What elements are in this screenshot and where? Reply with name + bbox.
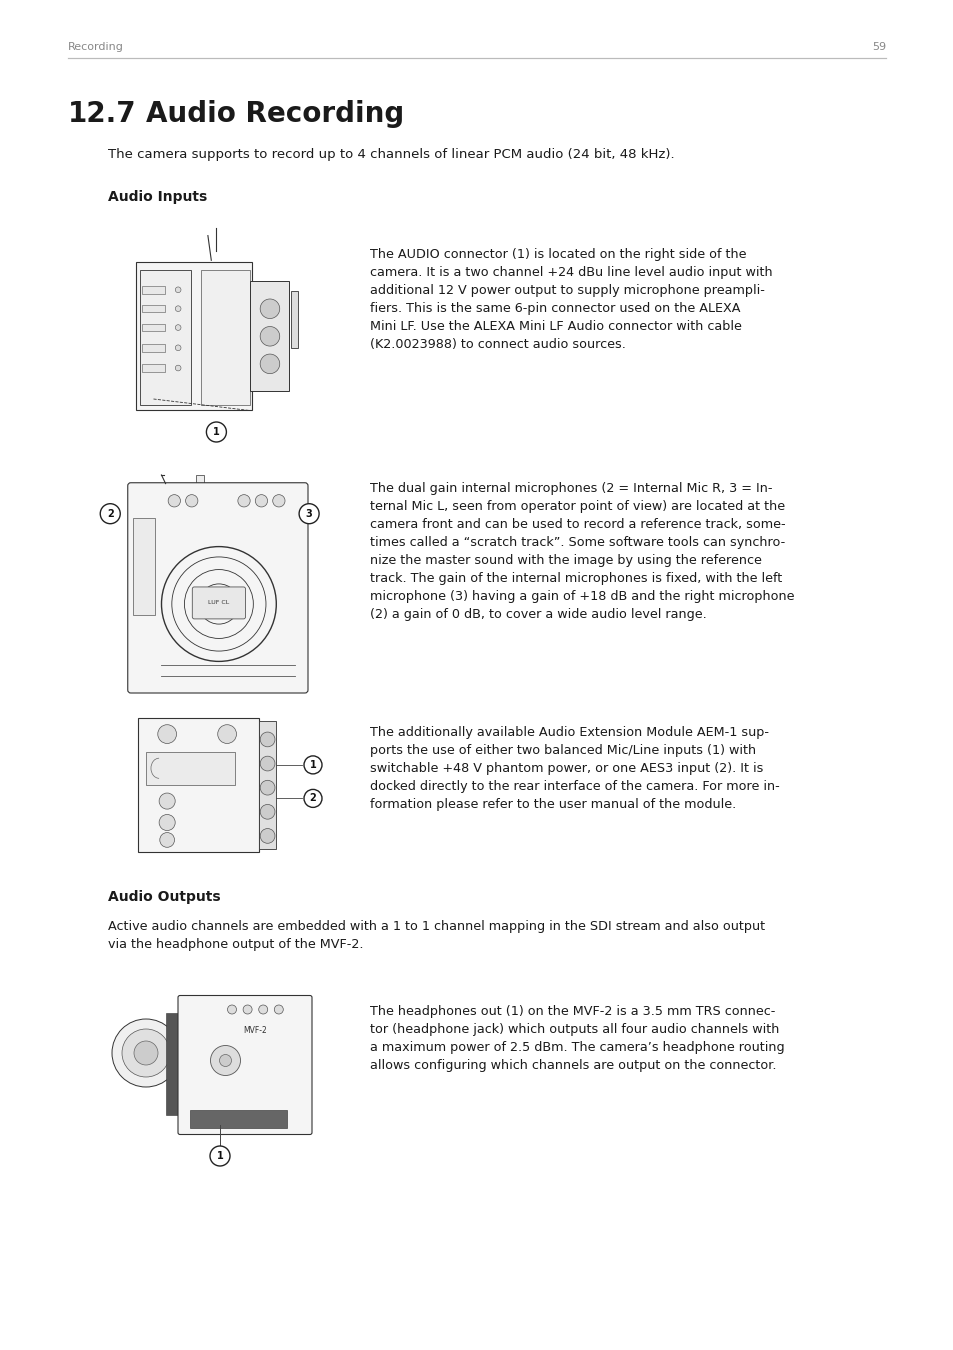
Bar: [146, 752, 235, 784]
Circle shape: [260, 298, 279, 319]
Bar: [142, 286, 165, 293]
Circle shape: [217, 725, 236, 744]
Bar: [190, 1110, 287, 1129]
Bar: [142, 344, 165, 351]
Circle shape: [159, 792, 175, 809]
Circle shape: [260, 327, 279, 346]
Bar: [140, 270, 191, 405]
Circle shape: [112, 1019, 180, 1087]
Circle shape: [186, 494, 197, 508]
Text: Audio Inputs: Audio Inputs: [108, 190, 207, 204]
Text: The additionally available Audio Extension Module AEM-1 sup-
ports the use of ei: The additionally available Audio Extensi…: [370, 726, 779, 811]
Circle shape: [260, 732, 274, 747]
Bar: [138, 718, 259, 852]
Circle shape: [175, 346, 181, 351]
FancyBboxPatch shape: [193, 587, 245, 618]
Circle shape: [219, 1054, 232, 1067]
Text: Recording: Recording: [68, 42, 124, 53]
Text: The dual gain internal microphones (2 = Internal Mic R, 3 = In-
ternal Mic L, se: The dual gain internal microphones (2 = …: [370, 482, 794, 621]
Text: 12.7: 12.7: [68, 100, 136, 128]
Circle shape: [175, 325, 181, 331]
Bar: [142, 364, 165, 371]
Circle shape: [175, 288, 181, 293]
Circle shape: [133, 1041, 158, 1065]
Circle shape: [243, 1004, 252, 1014]
Text: MVF-2: MVF-2: [243, 1026, 267, 1035]
Text: 1: 1: [216, 1152, 223, 1161]
Bar: [142, 324, 165, 331]
Bar: [196, 475, 203, 487]
Circle shape: [211, 1045, 240, 1076]
Text: Audio Outputs: Audio Outputs: [108, 890, 220, 905]
Circle shape: [274, 1004, 283, 1014]
Circle shape: [273, 494, 285, 508]
Circle shape: [175, 306, 181, 312]
Text: Audio Recording: Audio Recording: [146, 100, 404, 128]
Circle shape: [258, 1004, 268, 1014]
Bar: [250, 281, 289, 392]
Bar: [136, 262, 252, 410]
Text: The AUDIO connector (1) is located on the right side of the
camera. It is a two : The AUDIO connector (1) is located on th…: [370, 248, 772, 351]
FancyBboxPatch shape: [178, 995, 312, 1134]
Text: 1: 1: [213, 427, 219, 437]
Circle shape: [304, 756, 322, 774]
Circle shape: [260, 756, 274, 771]
Circle shape: [299, 504, 318, 524]
Bar: [132, 518, 155, 614]
Circle shape: [100, 504, 120, 524]
Text: 2: 2: [107, 509, 113, 518]
Circle shape: [206, 423, 226, 441]
Circle shape: [159, 833, 174, 848]
Circle shape: [260, 780, 274, 795]
Circle shape: [227, 1004, 236, 1014]
Bar: [291, 290, 297, 348]
Text: 3: 3: [305, 509, 313, 518]
Text: Active audio channels are embedded with a 1 to 1 channel mapping in the SDI stre: Active audio channels are embedded with …: [108, 919, 764, 950]
Text: 59: 59: [871, 42, 885, 53]
Text: The camera supports to record up to 4 channels of linear PCM audio (24 bit, 48 k: The camera supports to record up to 4 ch…: [108, 148, 674, 161]
Text: LUF CL: LUF CL: [208, 601, 230, 605]
Text: 2: 2: [310, 794, 316, 803]
Circle shape: [255, 494, 267, 508]
Circle shape: [260, 354, 279, 374]
Text: The headphones out (1) on the MVF-2 is a 3.5 mm TRS connec-
tor (headphone jack): The headphones out (1) on the MVF-2 is a…: [370, 1004, 783, 1072]
Bar: [259, 721, 275, 849]
Circle shape: [175, 366, 181, 371]
Circle shape: [237, 494, 250, 508]
Bar: [166, 1012, 186, 1115]
Circle shape: [304, 790, 322, 807]
Circle shape: [260, 829, 274, 844]
Bar: [142, 305, 165, 312]
Circle shape: [159, 814, 175, 830]
Circle shape: [168, 494, 180, 508]
Bar: [201, 270, 250, 405]
Circle shape: [122, 1029, 170, 1077]
FancyBboxPatch shape: [128, 483, 308, 693]
Circle shape: [157, 725, 176, 744]
Circle shape: [260, 805, 274, 819]
Text: 1: 1: [310, 760, 316, 770]
Circle shape: [210, 1146, 230, 1166]
